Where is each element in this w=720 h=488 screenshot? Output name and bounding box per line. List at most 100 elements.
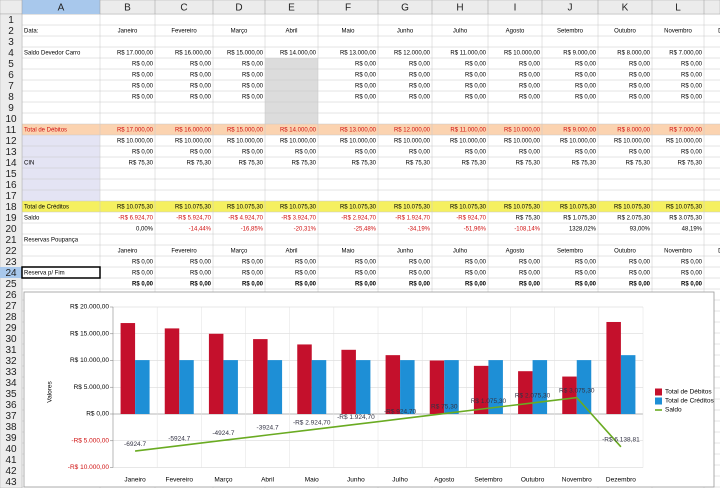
cell[interactable]: R$ 0,00 bbox=[295, 282, 317, 288]
cell[interactable]: R$ 0,00 bbox=[190, 150, 212, 156]
cell[interactable]: R$ 0,00 bbox=[132, 84, 154, 90]
cell[interactable]: R$ 16.000,00 bbox=[175, 51, 212, 57]
cell[interactable]: R$ 0,00 bbox=[465, 73, 487, 79]
cell[interactable]: Outubro bbox=[614, 29, 636, 35]
column-header[interactable]: E bbox=[288, 3, 295, 14]
cell[interactable]: R$ 0,00 bbox=[629, 260, 651, 266]
cell[interactable]: R$ 0,00 bbox=[629, 282, 651, 288]
cell[interactable]: R$ 0,00 bbox=[681, 62, 703, 68]
cell[interactable]: R$ 0,00 bbox=[465, 271, 487, 277]
cell[interactable]: 0,00% bbox=[136, 227, 154, 233]
row-header[interactable]: 24 bbox=[5, 268, 17, 279]
row-header[interactable]: 42 bbox=[5, 466, 17, 477]
cell[interactable]: -14,44% bbox=[189, 227, 212, 233]
cell[interactable]: R$ 10.075,30 bbox=[175, 205, 212, 211]
cell[interactable]: -R$ 3.924,70 bbox=[281, 216, 316, 222]
row-header[interactable]: 6 bbox=[8, 70, 14, 81]
cell[interactable]: R$ 0,00 bbox=[242, 84, 264, 90]
cell[interactable]: R$ 2.075,30 bbox=[617, 216, 650, 222]
row-header[interactable]: 37 bbox=[5, 411, 17, 422]
cell[interactable]: R$ 0,00 bbox=[190, 73, 212, 79]
cell[interactable]: R$ 10.075,30 bbox=[117, 205, 154, 211]
cell[interactable]: R$ 0,00 bbox=[629, 62, 651, 68]
row-header[interactable]: 16 bbox=[5, 180, 17, 191]
cell[interactable]: Setembro bbox=[557, 29, 584, 35]
column-header[interactable]: K bbox=[622, 3, 629, 14]
column-header[interactable]: J bbox=[568, 3, 573, 14]
cell[interactable]: R$ 0,00 bbox=[575, 73, 597, 79]
row-header[interactable]: 30 bbox=[5, 334, 17, 345]
cell[interactable]: Agosto bbox=[506, 29, 525, 35]
cell[interactable]: R$ 0,00 bbox=[132, 271, 154, 277]
cell[interactable]: -R$ 5.924,70 bbox=[176, 216, 211, 222]
cell[interactable]: R$ 0,00 bbox=[519, 84, 541, 90]
cell[interactable]: R$ 0,00 bbox=[465, 150, 487, 156]
cell[interactable]: 48,19% bbox=[682, 227, 703, 233]
cell[interactable]: R$ 0,00 bbox=[132, 282, 154, 288]
row-header[interactable]: 18 bbox=[5, 202, 17, 213]
cell[interactable]: R$ 17.000,00 bbox=[117, 128, 154, 134]
row-header[interactable]: 38 bbox=[5, 422, 17, 433]
cell[interactable]: R$ 75,30 bbox=[239, 161, 264, 167]
cell[interactable]: R$ 0,00 bbox=[409, 84, 431, 90]
cell[interactable]: R$ 0,00 bbox=[629, 271, 651, 277]
cell[interactable]: R$ 0,00 bbox=[681, 260, 703, 266]
cell[interactable]: Reserva p/ Fim bbox=[24, 271, 65, 277]
row-header[interactable]: 21 bbox=[5, 235, 17, 246]
cell[interactable]: R$ 0,00 bbox=[465, 260, 487, 266]
cell[interactable]: Agosto bbox=[506, 249, 525, 255]
cell[interactable]: R$ 10.075,30 bbox=[280, 205, 317, 211]
cell[interactable]: R$ 0,00 bbox=[295, 260, 317, 266]
cell[interactable]: -16,85% bbox=[241, 227, 264, 233]
cell[interactable]: R$ 13.000,00 bbox=[340, 51, 377, 57]
row-header[interactable]: 4 bbox=[8, 48, 14, 59]
cell[interactable]: R$ 75,30 bbox=[626, 161, 651, 167]
row-header[interactable]: 29 bbox=[5, 323, 17, 334]
cell[interactable]: R$ 0,00 bbox=[132, 73, 154, 79]
cell[interactable]: R$ 0,00 bbox=[190, 84, 212, 90]
row-header[interactable]: 7 bbox=[8, 81, 14, 92]
row-header[interactable]: 1 bbox=[8, 15, 14, 26]
row-header[interactable]: 33 bbox=[5, 367, 17, 378]
cell[interactable]: Janeiro bbox=[118, 29, 138, 35]
cell[interactable]: R$ 0,00 bbox=[295, 150, 317, 156]
cell[interactable]: R$ 0,00 bbox=[409, 62, 431, 68]
cell[interactable]: R$ 0,00 bbox=[575, 282, 597, 288]
cell[interactable]: R$ 10.075,30 bbox=[450, 205, 487, 211]
cell[interactable]: R$ 0,00 bbox=[295, 271, 317, 277]
cell[interactable]: R$ 75,30 bbox=[516, 161, 541, 167]
cell[interactable]: R$ 12.000,00 bbox=[394, 51, 431, 57]
cell[interactable]: R$ 0,00 bbox=[242, 282, 264, 288]
row-header[interactable]: 35 bbox=[5, 389, 17, 400]
cell[interactable]: R$ 0,00 bbox=[190, 260, 212, 266]
row-header[interactable]: 41 bbox=[5, 455, 17, 466]
cell[interactable]: R$ 0,00 bbox=[629, 84, 651, 90]
cell[interactable]: R$ 0,00 bbox=[575, 271, 597, 277]
cell[interactable]: R$ 3.075,30 bbox=[669, 216, 702, 222]
cell[interactable]: R$ 75,30 bbox=[129, 161, 154, 167]
column-header[interactable]: I bbox=[514, 3, 517, 14]
cell[interactable]: -R$ 4.924,70 bbox=[228, 216, 263, 222]
row-header[interactable]: 12 bbox=[5, 136, 17, 147]
cell[interactable]: R$ 10.000,00 bbox=[504, 139, 541, 145]
cell[interactable]: R$ 75,30 bbox=[462, 161, 487, 167]
cell[interactable]: R$ 0,00 bbox=[465, 282, 487, 288]
row-header[interactable]: 11 bbox=[6, 125, 17, 136]
cell[interactable]: Reservas Poupança bbox=[24, 238, 79, 244]
cell[interactable]: R$ 10.000,00 bbox=[504, 128, 541, 134]
row-header[interactable]: 32 bbox=[5, 356, 17, 367]
cell[interactable]: R$ 0,00 bbox=[575, 62, 597, 68]
cell[interactable]: R$ 0,00 bbox=[575, 95, 597, 101]
row-header[interactable]: 9 bbox=[8, 103, 14, 114]
cell[interactable]: R$ 10.000,00 bbox=[666, 139, 703, 145]
cell[interactable]: R$ 0,00 bbox=[409, 73, 431, 79]
cell[interactable]: R$ 16.000,00 bbox=[175, 128, 212, 134]
cell[interactable]: R$ 0,00 bbox=[242, 150, 264, 156]
cell[interactable]: -34,19% bbox=[408, 227, 431, 233]
column-header[interactable]: L bbox=[675, 3, 681, 14]
row-header[interactable]: 39 bbox=[5, 433, 17, 444]
cell[interactable]: -R$ 2.924,70 bbox=[341, 216, 376, 222]
cell[interactable]: R$ 0,00 bbox=[629, 150, 651, 156]
cell[interactable]: R$ 10.075,30 bbox=[504, 205, 541, 211]
row-header[interactable]: 23 bbox=[5, 257, 17, 268]
